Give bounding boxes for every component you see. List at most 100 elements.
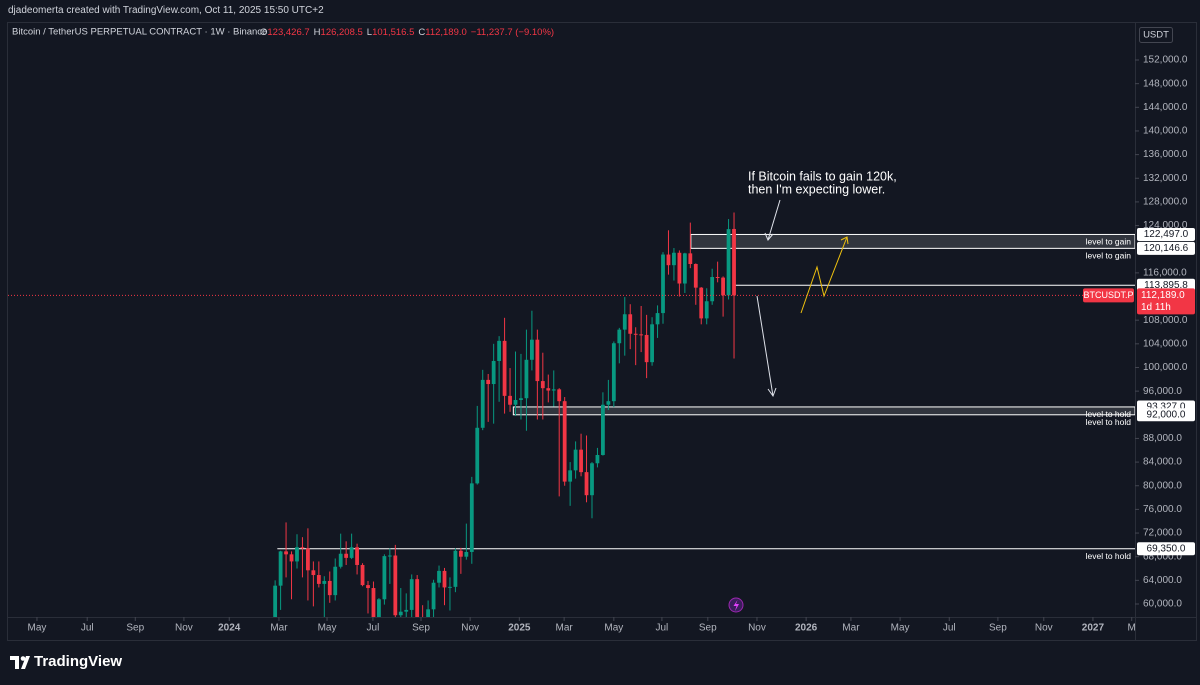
- candle-body: [519, 398, 523, 401]
- candle-body: [486, 379, 491, 385]
- brand-logo: [10, 656, 30, 669]
- candle-body: [398, 611, 403, 616]
- snapshot-header: djadeomerta created with TradingView.com…: [8, 5, 324, 16]
- candle-body: [360, 564, 365, 586]
- x-tick-label: Sep: [989, 623, 1007, 634]
- candle-body: [551, 389, 556, 391]
- candle-body: [529, 339, 534, 360]
- price-label-box: [1137, 241, 1195, 255]
- event-icon-bolt: [733, 600, 739, 611]
- candle-body: [491, 360, 496, 385]
- last-price-box: [1137, 288, 1195, 315]
- candle-body: [715, 277, 720, 279]
- arrow: [767, 199, 781, 241]
- ohlc-part: O: [260, 27, 267, 38]
- candle-body: [338, 553, 343, 567]
- candle-body: [393, 555, 398, 616]
- candle-body: [497, 340, 502, 361]
- candle-body: [617, 329, 622, 344]
- candle-body: [415, 579, 420, 617]
- x-tick-label: 2024: [218, 623, 241, 634]
- last-price-label: 112,189.0: [1141, 290, 1185, 301]
- y-tick-label: 64,000.0: [1143, 575, 1182, 586]
- price-label-box: [1137, 227, 1195, 241]
- x-tick-label: Jul: [367, 623, 380, 634]
- level-text: level to gain: [1086, 237, 1132, 247]
- price-label: 69,350.0: [1147, 543, 1186, 554]
- candle-body: [590, 463, 594, 496]
- currency-box[interactable]: [1139, 27, 1173, 43]
- candle-body: [508, 395, 512, 405]
- candle-body: [584, 472, 589, 496]
- ohlc-part: −11,237.7 (−9.10%): [471, 27, 554, 38]
- candle-body: [573, 449, 578, 471]
- candle-body: [611, 343, 616, 402]
- candle-body: [693, 264, 698, 288]
- candle-body: [661, 254, 665, 314]
- chart-border: [7, 22, 1197, 641]
- y-tick-label: 60,000.0: [1143, 599, 1182, 610]
- candle-body: [464, 551, 469, 557]
- ohlc-part: 126,208.5: [321, 27, 363, 38]
- candle-body: [666, 254, 671, 266]
- candle-body: [633, 333, 638, 335]
- y-tick-label: 88,000.0: [1143, 433, 1182, 444]
- symbol-label: BTCUSDT.P: [1083, 290, 1133, 300]
- y-tick-label: 148,000.0: [1143, 78, 1188, 89]
- candle-body: [273, 585, 278, 617]
- y-tick-label: 96,000.0: [1143, 386, 1182, 397]
- candle-body: [295, 547, 299, 562]
- candle-body: [382, 556, 387, 600]
- candle-body: [355, 547, 359, 565]
- x-tick-label: May: [891, 623, 910, 634]
- y-tick-label: 124,000.0: [1143, 220, 1188, 231]
- y-tick-label: 76,000.0: [1143, 504, 1182, 515]
- candle-body: [513, 400, 518, 405]
- candle-body: [469, 483, 474, 552]
- candle-body: [677, 252, 682, 284]
- candle-body: [699, 287, 704, 319]
- candle-body: [442, 570, 447, 588]
- price-label: 93,327.0: [1147, 402, 1186, 413]
- y-tick-label: 80,000.0: [1143, 480, 1182, 491]
- candle-body: [387, 555, 392, 557]
- candle-body: [688, 253, 693, 265]
- candle-body: [371, 588, 376, 617]
- price-label-box: [1137, 542, 1195, 556]
- candle-body: [322, 580, 327, 584]
- candle-body: [639, 334, 644, 336]
- candle-body: [595, 454, 600, 464]
- y-tick-label: 152,000.0: [1143, 55, 1188, 66]
- candle-body: [316, 575, 321, 584]
- candle-body: [306, 548, 310, 571]
- candle-body: [726, 229, 731, 296]
- ohlc-part: 112,189.0: [425, 27, 467, 38]
- x-tick-label: May: [604, 623, 623, 634]
- arrow-head: [767, 387, 777, 398]
- zone: [690, 233, 1135, 249]
- y-tick-label: 100,000.0: [1143, 362, 1188, 373]
- candle-body: [606, 401, 611, 405]
- ohlc-readout: O123,426.7 H126,208.5 L101,516.5 C112,189.0…: [260, 27, 554, 38]
- x-tick-label: Sep: [699, 623, 717, 634]
- candle-body: [426, 609, 430, 617]
- candle-body: [377, 599, 381, 617]
- y-tick-label: 128,000.0: [1143, 197, 1188, 208]
- x-tick-label: M: [1128, 623, 1136, 634]
- brand-logo-dot: [20, 656, 26, 661]
- x-tick-label: Nov: [461, 623, 479, 634]
- candle-body: [404, 609, 409, 612]
- candle-body: [562, 401, 567, 482]
- candle-body: [524, 359, 529, 399]
- candle-body: [655, 313, 660, 325]
- arrow-head: [840, 236, 849, 245]
- candle-body: [682, 253, 687, 284]
- y-tick-label: 68,000.0: [1143, 551, 1182, 562]
- candle-body: [644, 334, 649, 363]
- candle-body: [601, 404, 605, 455]
- level-text: level to gain: [1086, 251, 1132, 261]
- candle-body: [502, 340, 507, 396]
- x-tick-label: Mar: [556, 623, 574, 634]
